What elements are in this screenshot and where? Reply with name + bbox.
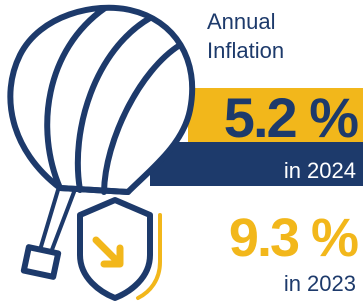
page: Annual Inflation 5.2 % in 2024 9.3 % in … (0, 0, 363, 304)
balloon-basket (24, 247, 58, 277)
shield-icon (80, 200, 160, 298)
current-label: in 2024 (284, 158, 356, 183)
balloon-rim (60, 188, 128, 192)
infographic: Annual Inflation 5.2 % in 2024 9.3 % in … (0, 0, 363, 304)
title-line: Annual (207, 9, 276, 34)
balloon-rope (40, 190, 74, 255)
previous-value: 9.3 % (229, 208, 358, 268)
current-value: 5.2 % (224, 86, 358, 149)
title-line: Inflation (207, 38, 284, 63)
shield (80, 200, 150, 298)
previous-label: in 2023 (284, 271, 356, 296)
